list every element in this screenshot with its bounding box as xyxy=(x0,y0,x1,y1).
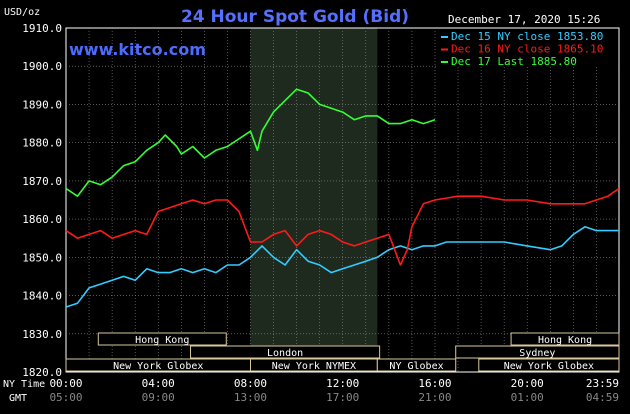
unit-label: USD/oz xyxy=(4,7,40,18)
ny-time-tick: 16:00 xyxy=(418,377,451,390)
session-bar xyxy=(190,345,381,359)
y-tick-label: 1910.0 xyxy=(22,22,62,35)
y-tick-label: 1860.0 xyxy=(22,213,62,226)
session-bar xyxy=(510,332,620,346)
site-watermark: www.kitco.com xyxy=(69,40,206,59)
gmt-label: GMT xyxy=(9,393,27,404)
legend-box xyxy=(438,29,618,67)
session-bar xyxy=(478,358,620,372)
session-label: London xyxy=(267,348,303,359)
market-sessions: Hong Kong London New York Globex New York N… xyxy=(65,332,620,372)
legend-entry: Dec 15 NY close 1853.80 xyxy=(451,30,603,43)
gmt-tick: 21:00 xyxy=(418,391,451,404)
ny-time-tick: 04:00 xyxy=(142,377,175,390)
nymex-session-highlight xyxy=(250,28,378,372)
series-line xyxy=(65,226,619,308)
ny-time-tick: 12:00 xyxy=(326,377,359,390)
y-tick-label: 1880.0 xyxy=(22,137,62,150)
session-label: NY Globex xyxy=(389,361,443,372)
series-line xyxy=(65,187,620,266)
ny-time-tick: 23:59 xyxy=(586,377,619,390)
y-tick-label: 1820.0 xyxy=(22,366,62,379)
gmt-tick: 04:59 xyxy=(586,391,619,404)
session-label: New York NYMEX xyxy=(272,361,356,372)
gmt-tick: 13:00 xyxy=(234,391,267,404)
ny-time-tick: 08:00 xyxy=(234,377,267,390)
highlight-band xyxy=(250,28,378,372)
ny-time-tick: 20:00 xyxy=(511,377,544,390)
price-series xyxy=(65,88,620,308)
gmt-tick: 17:00 xyxy=(326,391,359,404)
y-tick-label: 1900.0 xyxy=(22,60,62,73)
session-label: New York Globex xyxy=(504,361,594,372)
series-line xyxy=(65,88,436,197)
ny-time-tick: 00:00 xyxy=(49,377,82,390)
y-tick-label: 1840.0 xyxy=(22,290,62,303)
legend-entry: Dec 16 NY close 1865.10 xyxy=(451,43,603,56)
session-label: Hong Kong xyxy=(538,335,592,346)
session-bar xyxy=(97,332,227,346)
gmt-tick: 09:00 xyxy=(142,391,175,404)
gmt-tick: 05:00 xyxy=(49,391,82,404)
y-axis-ticks: 1820.0 1830.0 1840.0 1850.0 1860.0 1870.0 1880… xyxy=(22,22,62,379)
gmt-tick: 01:00 xyxy=(511,391,544,404)
session-label: New York Globex xyxy=(113,361,203,372)
session-bar xyxy=(376,358,457,372)
session-label: Sydney xyxy=(519,348,555,359)
session-bar xyxy=(455,345,620,359)
y-tick-label: 1890.0 xyxy=(22,98,62,111)
chart-title: 24 Hour Spot Gold (Bid) xyxy=(181,7,409,27)
y-tick-label: 1830.0 xyxy=(22,328,62,341)
timestamp: December 17, 2020 15:26 xyxy=(448,13,600,26)
session-label: Hong Kong xyxy=(135,335,189,346)
legend-entry: Dec 17 Last 1885.80 xyxy=(451,55,577,68)
x-axis-ticks: 00:00 04:00 08:00 12:00 16:00 20:00 23:59 05:00… xyxy=(49,377,619,404)
ny-time-label: NY Time xyxy=(3,379,45,390)
y-tick-label: 1870.0 xyxy=(22,175,62,188)
y-tick-label: 1850.0 xyxy=(22,251,62,264)
